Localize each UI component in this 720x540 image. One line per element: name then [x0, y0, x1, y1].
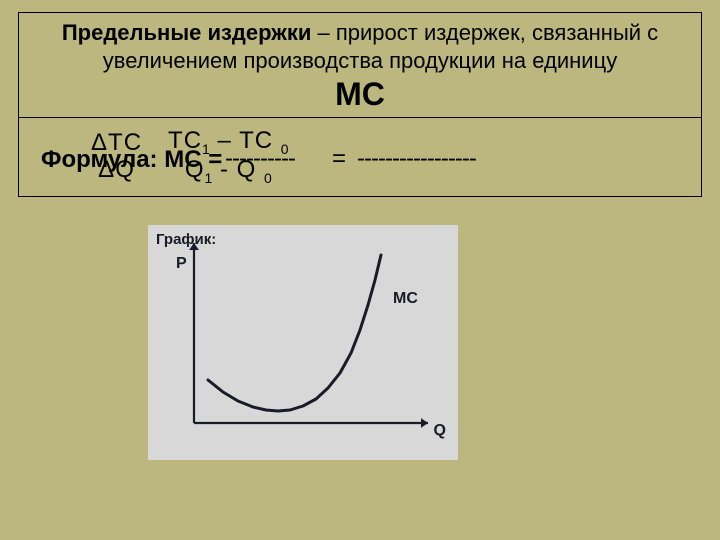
definition-box: Предельные издержки – прирост издержек, … [18, 12, 702, 118]
chart: График: P Q MC [148, 225, 458, 460]
formula-dashes2: ----------------- [357, 146, 476, 172]
definition-term: Предельные издержки [62, 20, 312, 45]
definition-text: Предельные издержки – прирост издержек, … [27, 19, 693, 74]
chart-svg [148, 225, 458, 460]
slide: Предельные издержки – прирост издержек, … [0, 0, 720, 540]
formula-eq: = [332, 146, 345, 172]
definition-symbol: MC [27, 76, 693, 113]
formula-box: ΔTC ΔQ TC1 – TC 0 Q1 - Q 0 Формула: MC =… [18, 117, 702, 197]
formula-label: Формула: MC = [41, 146, 222, 174]
formula-dashes1: ---------- [225, 146, 295, 172]
